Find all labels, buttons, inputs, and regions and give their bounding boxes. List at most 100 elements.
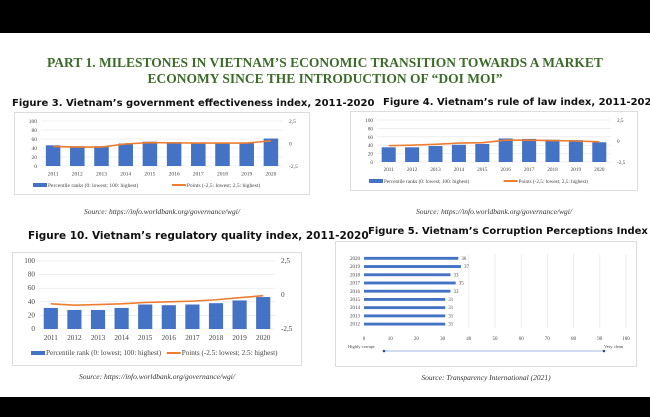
x-tick-label: 100 [622,337,630,342]
data-label: 31 [448,298,454,303]
data-label: 31 [448,314,454,319]
x-tick-label: 2012 [67,334,82,342]
bar [364,322,446,326]
x-tick-label: 2019 [571,167,582,173]
y-tick-label: 0 [31,325,35,333]
x-tick-label: 2020 [594,167,605,173]
x-tick-label: 2019 [241,172,252,178]
points-line [388,139,600,147]
x-tick-label: 2011 [44,334,59,342]
x-tick-label: 50 [493,337,499,342]
bar [191,143,206,166]
bar [568,140,583,162]
x-tick-label: 2011 [384,167,395,173]
y2-tick-label: 0 [289,142,292,148]
scale-arrow-left-end [382,349,386,353]
y-tick-label: 80 [368,126,374,132]
x-tick-label: 2017 [524,167,535,173]
x-tick-label: 2013 [430,167,441,173]
figure10-title: Figure 10. Vietnam’s regulatory quality … [28,230,369,242]
y2-tick-label: 2,5 [617,118,624,124]
legend-bar-label: Percentile ranks (0: lowest; 100: highes… [384,178,469,185]
bar [364,314,446,318]
section-heading: PART 1. MILESTONES IN VIETNAM’S ECONOMIC… [47,55,603,86]
y-tick-label: 40 [28,298,36,306]
bar [428,146,443,162]
x-tick-label: 2015 [138,334,153,342]
bar [232,300,247,329]
bar [475,143,490,162]
figure3-chart: 100 80 60 40 20 0 2,5 0 -2,5 2011 2012 2013 2014 2015… [14,112,310,195]
x-tick-label: 2020 [265,172,276,178]
x-tick-label: 2016 [501,167,512,173]
data-label: 33 [453,273,459,278]
y-tick-label: 80 [32,128,38,134]
y2-tick-label: -2,5 [617,160,626,166]
figure4-source: Source: https://info.worldbank.org/gover… [416,207,572,216]
x-tick-label: 2017 [193,172,204,178]
y-tick-label: 40 [32,146,38,152]
x-tick-label: 30 [440,337,446,342]
points-line [50,294,264,307]
legend-bar-swatch [369,179,383,183]
x-tick-label: 40 [466,337,472,342]
bar [545,139,560,162]
y-tick-label: 100 [24,257,35,265]
x-tick-label: 2018 [547,167,558,173]
x-tick-label: 70 [545,337,551,342]
bar [451,144,466,162]
x-tick-label: 2018 [209,334,224,342]
bar [364,306,446,310]
y-tick-label: 2020 [350,257,361,262]
bar [114,307,129,329]
x-tick-label: 2012 [72,172,83,178]
y-tick-label: 2016 [350,290,361,295]
y-tick-label: 80 [28,271,36,279]
figure10-chart: 100 80 60 40 20 0 2,5 0 -2,5 2011 2012 2013 2014 2015… [12,252,302,366]
bar [43,307,58,329]
y-tick-label: 0 [370,160,373,166]
legend-bar-label: Percentile rank (0: lowest; 100: highest… [46,349,162,357]
scale-left-label: Highly corrupt [348,344,375,349]
figure4-chart: 100 80 60 40 20 0 2,5 0 -2,5 2011 2012 2013 2014 2015… [350,111,638,191]
legend-line-label: Points (-2,5: lowest; 2,5: highest) [187,182,261,189]
figure5-source: Source: Transparency International (2021… [421,373,551,382]
x-tick-label: 2017 [185,334,200,342]
y2-tick-label: 0 [281,291,285,299]
bar [118,143,133,166]
data-label: 33 [453,290,459,295]
bar [142,141,158,166]
y-tick-label: 60 [32,137,38,143]
bar [364,273,451,277]
y2-tick-label: -2,5 [289,164,298,170]
x-tick-label: 2020 [256,334,271,342]
y-tick-label: 2014 [350,306,361,311]
bar [138,304,153,329]
y-tick-label: 2018 [350,273,361,278]
x-tick-label: 2015 [144,172,155,178]
y-tick-label: 20 [32,155,38,161]
bar [364,297,446,301]
bar [215,143,230,166]
bar [185,304,200,329]
bar [90,309,106,329]
x-tick-label: 2013 [96,172,107,178]
bar [45,145,61,166]
bar [498,138,513,162]
x-tick-label: 2014 [454,167,465,173]
bar [592,142,607,162]
bar [67,309,82,329]
bar [161,305,176,329]
y-tick-label: 2012 [350,323,361,328]
x-tick-label: 2014 [114,334,129,342]
x-tick-label: 10 [388,337,394,342]
data-label: 31 [448,323,454,328]
bar [94,146,109,166]
figure10-source: Source: https://info.worldbank.org/gover… [79,372,235,381]
y-tick-label: 0 [34,164,37,170]
bar [364,265,461,268]
x-tick-label: 2013 [91,334,106,342]
y-tick-label: 20 [28,311,36,319]
y-tick-label: 2019 [350,265,361,270]
x-tick-label: 0 [363,337,366,342]
